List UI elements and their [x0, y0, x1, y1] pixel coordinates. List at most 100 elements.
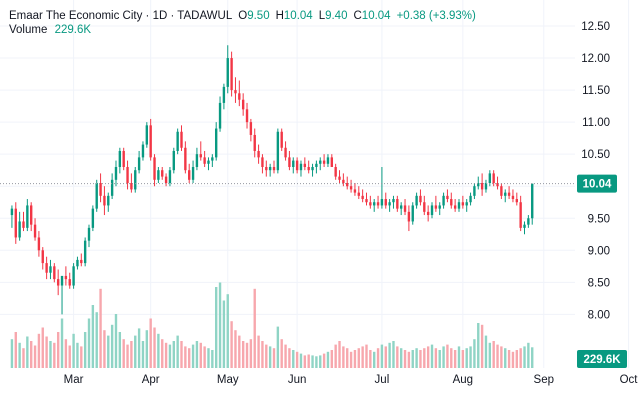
candle-body	[515, 199, 518, 203]
volume-bar	[415, 348, 418, 368]
x-tick-label: May	[217, 374, 239, 386]
candle-body	[80, 259, 83, 264]
candle-body	[149, 125, 152, 158]
y-tick-label: 12.00	[581, 53, 610, 65]
volume-bar	[496, 344, 499, 368]
candle-body	[430, 205, 434, 216]
candle-body	[450, 199, 453, 206]
candle-body	[168, 170, 172, 184]
volume-bar	[423, 348, 426, 368]
candle-body	[311, 166, 314, 171]
candle-body	[145, 125, 149, 145]
volume-bar	[214, 287, 218, 368]
volume-bar	[56, 332, 60, 368]
volume-bar	[22, 348, 25, 368]
volume-bar	[419, 350, 422, 368]
x-tick-label: Aug	[453, 374, 473, 386]
volume-bar	[504, 348, 507, 368]
candle-body	[527, 218, 530, 225]
volume-bar	[461, 350, 465, 368]
volume-bar	[295, 351, 299, 368]
volume-bar	[91, 305, 95, 368]
candle-body	[349, 186, 353, 190]
candle-body	[161, 170, 164, 177]
price-axis[interactable]: 12.5012.0011.5011.0010.5010.009.509.008.…	[581, 21, 610, 321]
time-axis[interactable]: Mar Apr May Jun Jul Aug Sep Oct	[64, 374, 639, 386]
low-label: L	[318, 10, 326, 22]
candle-body	[523, 224, 526, 228]
candle-body	[492, 173, 495, 184]
volume-badge: 229.6K	[577, 350, 627, 368]
volume-bar	[107, 335, 110, 368]
candle-body	[118, 150, 122, 167]
price-badge-text: 10.04	[583, 179, 612, 191]
candle-body	[438, 205, 441, 209]
candle-body	[41, 250, 44, 264]
close-value: 10.04	[361, 10, 391, 22]
volume-bar	[488, 342, 492, 368]
candle-body	[257, 150, 260, 158]
volume-bar	[257, 335, 260, 368]
candle-body	[322, 160, 326, 164]
candle-body	[411, 205, 414, 222]
volume-bar	[153, 327, 156, 368]
candle-body	[280, 131, 283, 148]
candle-body	[288, 157, 291, 167]
x-tick-label: Jun	[288, 374, 307, 386]
candle-body	[261, 157, 264, 167]
volume-bar	[253, 288, 256, 368]
candle-body	[326, 157, 330, 164]
volume-bar	[515, 350, 518, 368]
candle-body	[72, 266, 75, 286]
candle-body	[434, 205, 438, 209]
volume-bar	[492, 341, 495, 368]
volume-bar	[527, 342, 530, 368]
volume-bar	[64, 339, 68, 368]
volume-bar	[322, 353, 326, 368]
candle-body	[380, 199, 384, 206]
candle-body	[469, 195, 472, 203]
candle-body	[188, 170, 191, 180]
volume-bar	[349, 351, 353, 368]
volume-bar	[338, 341, 341, 368]
candle-body	[334, 166, 337, 177]
volume-bar	[195, 341, 199, 368]
candle-body	[45, 263, 48, 273]
volume-bar	[218, 282, 222, 368]
candle-body	[195, 154, 199, 167]
volume-bar	[241, 341, 245, 368]
candle-body	[180, 131, 183, 148]
volume-bar	[207, 348, 210, 368]
volume-bar	[330, 350, 334, 368]
volume-bar	[95, 312, 98, 368]
candle-body	[388, 202, 391, 206]
candle-body	[480, 183, 484, 190]
volume-bar	[523, 346, 526, 368]
candle-body	[292, 160, 295, 167]
symbol-title[interactable]: Emaar The Economic City · 1D · TADAWUL	[9, 10, 233, 22]
volume-bar	[442, 346, 445, 368]
candle-body	[153, 157, 156, 180]
candle-body	[95, 183, 98, 209]
candle-body	[415, 195, 418, 206]
volume-bar	[380, 344, 384, 368]
candle-body	[346, 183, 349, 187]
candle-body	[426, 211, 430, 216]
low-value: 9.40	[325, 10, 348, 22]
volume-bar	[407, 351, 411, 368]
candle-body	[276, 131, 280, 171]
volume-bar	[319, 355, 322, 368]
candle-body	[122, 150, 125, 167]
volume-bar	[114, 314, 118, 368]
candle-body	[330, 157, 334, 167]
candle-body	[403, 205, 407, 212]
candle-body	[203, 157, 206, 164]
candle-body	[376, 202, 380, 206]
candle-body	[303, 163, 307, 167]
volume-bar	[365, 344, 368, 368]
candle-body	[307, 166, 310, 171]
volume-bar	[188, 348, 191, 368]
candle-body	[504, 192, 507, 196]
